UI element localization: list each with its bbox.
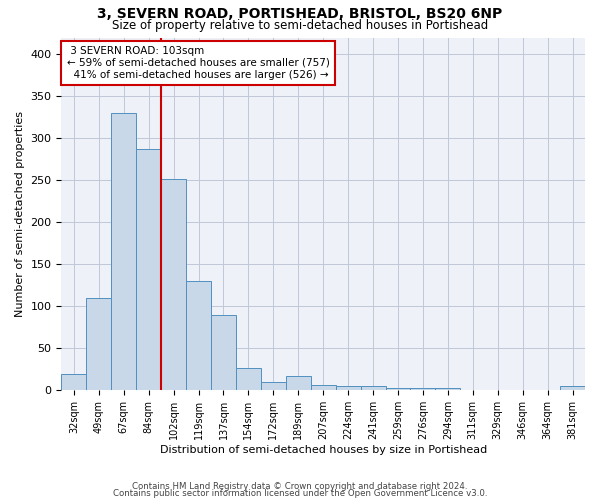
- Bar: [361, 386, 386, 390]
- Text: 3 SEVERN ROAD: 103sqm
← 59% of semi-detached houses are smaller (757)
  41% of s: 3 SEVERN ROAD: 103sqm ← 59% of semi-deta…: [67, 46, 329, 80]
- Y-axis label: Number of semi-detached properties: Number of semi-detached properties: [15, 111, 25, 317]
- Bar: [261, 382, 286, 390]
- Bar: [410, 388, 436, 390]
- Bar: [161, 178, 186, 390]
- Bar: [311, 386, 335, 390]
- Bar: [436, 388, 460, 390]
- Text: Contains HM Land Registry data © Crown copyright and database right 2024.: Contains HM Land Registry data © Crown c…: [132, 482, 468, 491]
- X-axis label: Distribution of semi-detached houses by size in Portishead: Distribution of semi-detached houses by …: [160, 445, 487, 455]
- Bar: [236, 368, 261, 390]
- Text: Contains public sector information licensed under the Open Government Licence v3: Contains public sector information licen…: [113, 490, 487, 498]
- Bar: [186, 281, 211, 390]
- Bar: [61, 374, 86, 390]
- Bar: [286, 376, 311, 390]
- Text: Size of property relative to semi-detached houses in Portishead: Size of property relative to semi-detach…: [112, 19, 488, 32]
- Bar: [211, 314, 236, 390]
- Bar: [86, 298, 111, 390]
- Bar: [335, 386, 361, 390]
- Bar: [111, 113, 136, 390]
- Text: 3, SEVERN ROAD, PORTISHEAD, BRISTOL, BS20 6NP: 3, SEVERN ROAD, PORTISHEAD, BRISTOL, BS2…: [97, 8, 503, 22]
- Bar: [560, 386, 585, 390]
- Bar: [136, 149, 161, 390]
- Bar: [386, 388, 410, 390]
